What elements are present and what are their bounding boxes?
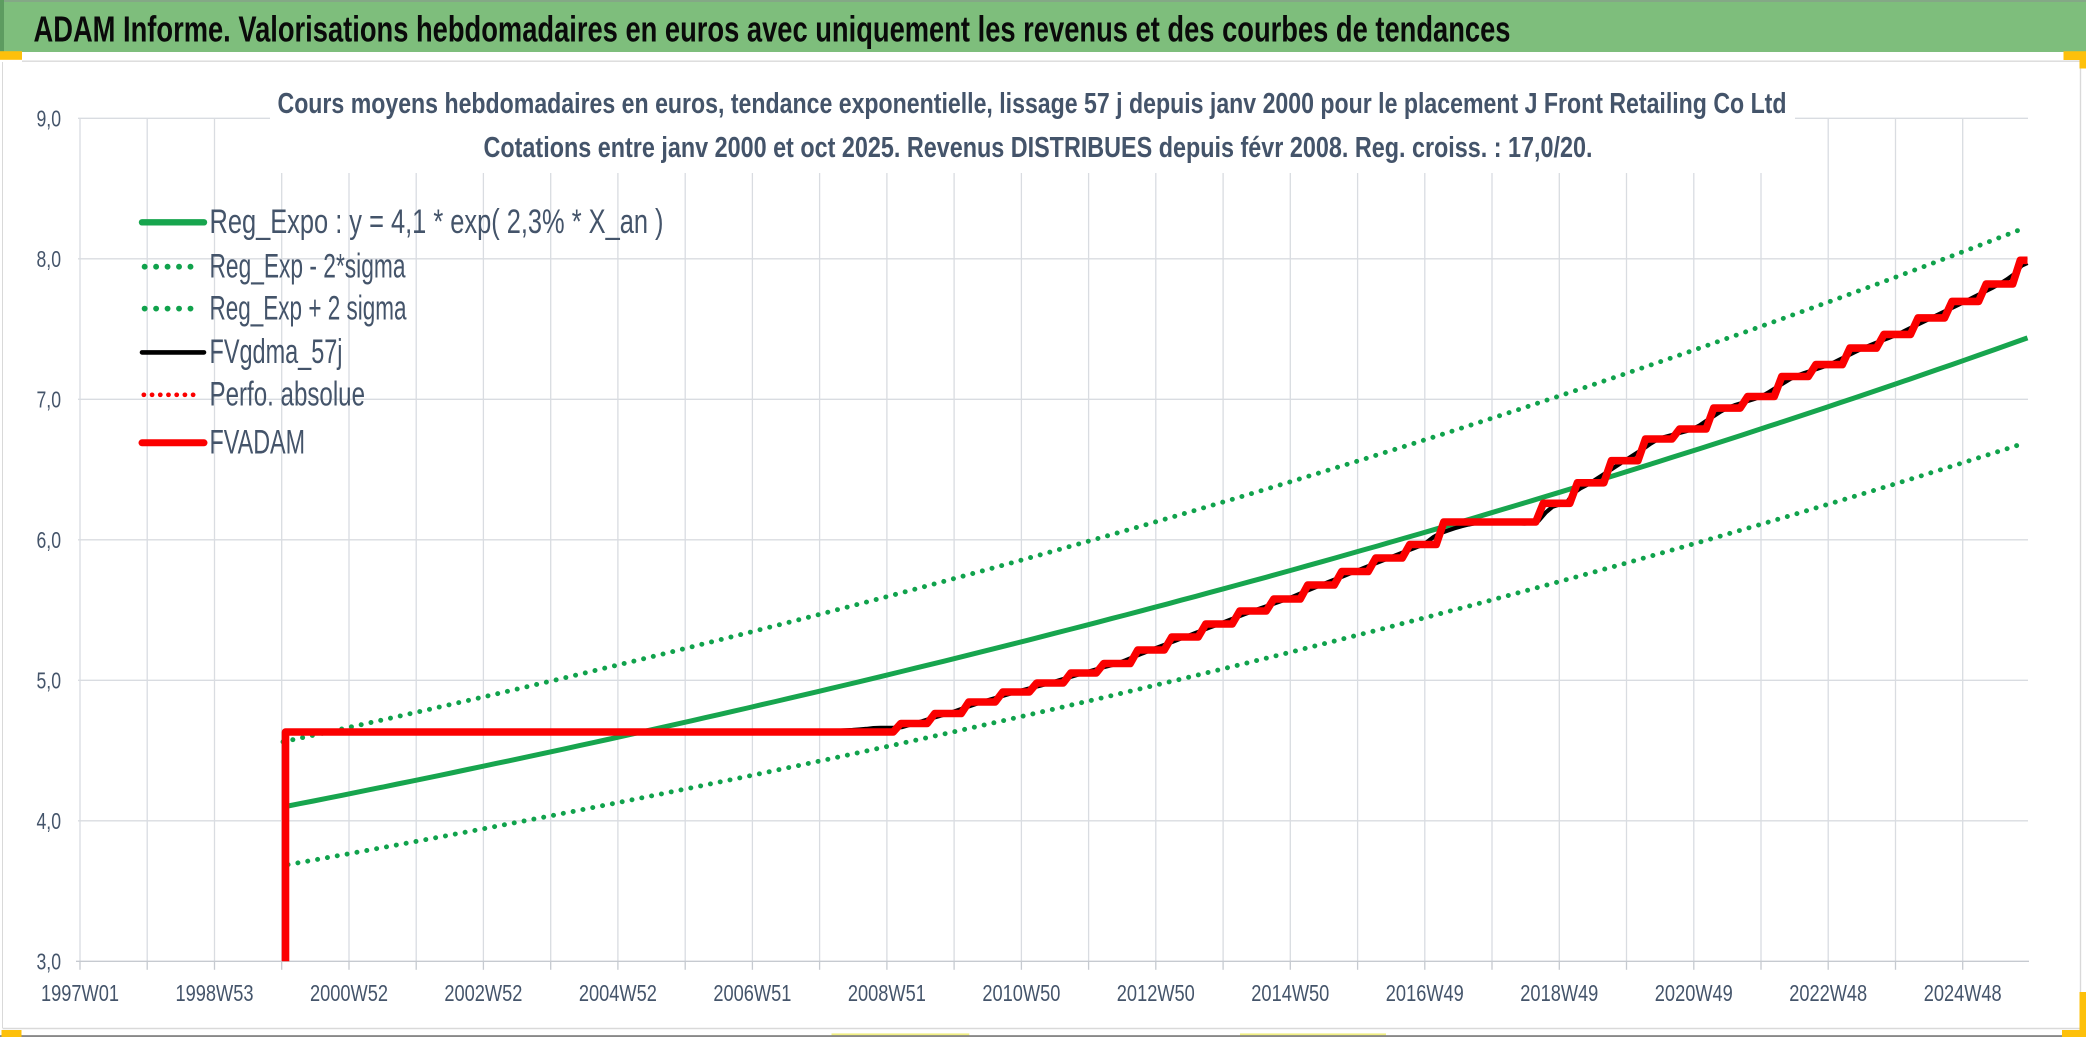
svg-text:Perfo. absolue: Perfo. absolue <box>210 376 366 414</box>
svg-text:1997W01: 1997W01 <box>41 980 119 1006</box>
svg-text:2008W51: 2008W51 <box>848 980 926 1006</box>
svg-text:FVgdma_57j: FVgdma_57j <box>210 333 343 371</box>
svg-text:Reg_Exp - 2*sigma: Reg_Exp - 2*sigma <box>210 247 406 285</box>
svg-text:2014W50: 2014W50 <box>1251 980 1329 1006</box>
svg-text:Cotations entre janv 2000 et o: Cotations entre janv 2000 et oct 2025. R… <box>484 132 1593 164</box>
svg-text:2002W52: 2002W52 <box>444 980 522 1006</box>
svg-text:2006W51: 2006W51 <box>713 980 791 1006</box>
svg-text:ADAM Informe. Valorisations he: ADAM Informe. Valorisations hebdomadaire… <box>34 8 1511 49</box>
svg-text:8,0: 8,0 <box>37 246 62 272</box>
svg-text:Reg_Expo : y = 4,1 * exp( 2,3%: Reg_Expo : y = 4,1 * exp( 2,3% * X_an ) <box>210 203 664 241</box>
svg-text:1998W53: 1998W53 <box>176 980 254 1006</box>
svg-text:9,0: 9,0 <box>37 106 62 132</box>
svg-text:2004W52: 2004W52 <box>579 980 657 1006</box>
svg-text:2024W48: 2024W48 <box>1924 980 2002 1006</box>
svg-text:Cours moyens hebdomadaires en: Cours moyens hebdomadaires en euros, ten… <box>278 88 1787 120</box>
svg-text:2016W49: 2016W49 <box>1386 980 1464 1006</box>
svg-text:7,0: 7,0 <box>37 387 62 413</box>
svg-text:2000W52: 2000W52 <box>310 980 388 1006</box>
svg-text:6,0: 6,0 <box>37 527 62 553</box>
svg-text:4,0: 4,0 <box>37 808 62 834</box>
svg-text:FVADAM: FVADAM <box>210 424 306 462</box>
svg-text:5,0: 5,0 <box>37 668 62 694</box>
svg-text:2022W48: 2022W48 <box>1789 980 1867 1006</box>
svg-text:2020W49: 2020W49 <box>1655 980 1733 1006</box>
svg-text:2010W50: 2010W50 <box>982 980 1060 1006</box>
svg-text:3,0: 3,0 <box>37 949 62 975</box>
svg-text:2012W50: 2012W50 <box>1117 980 1195 1006</box>
svg-text:Reg_Exp + 2 sigma: Reg_Exp + 2 sigma <box>210 289 407 327</box>
svg-text:2018W49: 2018W49 <box>1520 980 1598 1006</box>
